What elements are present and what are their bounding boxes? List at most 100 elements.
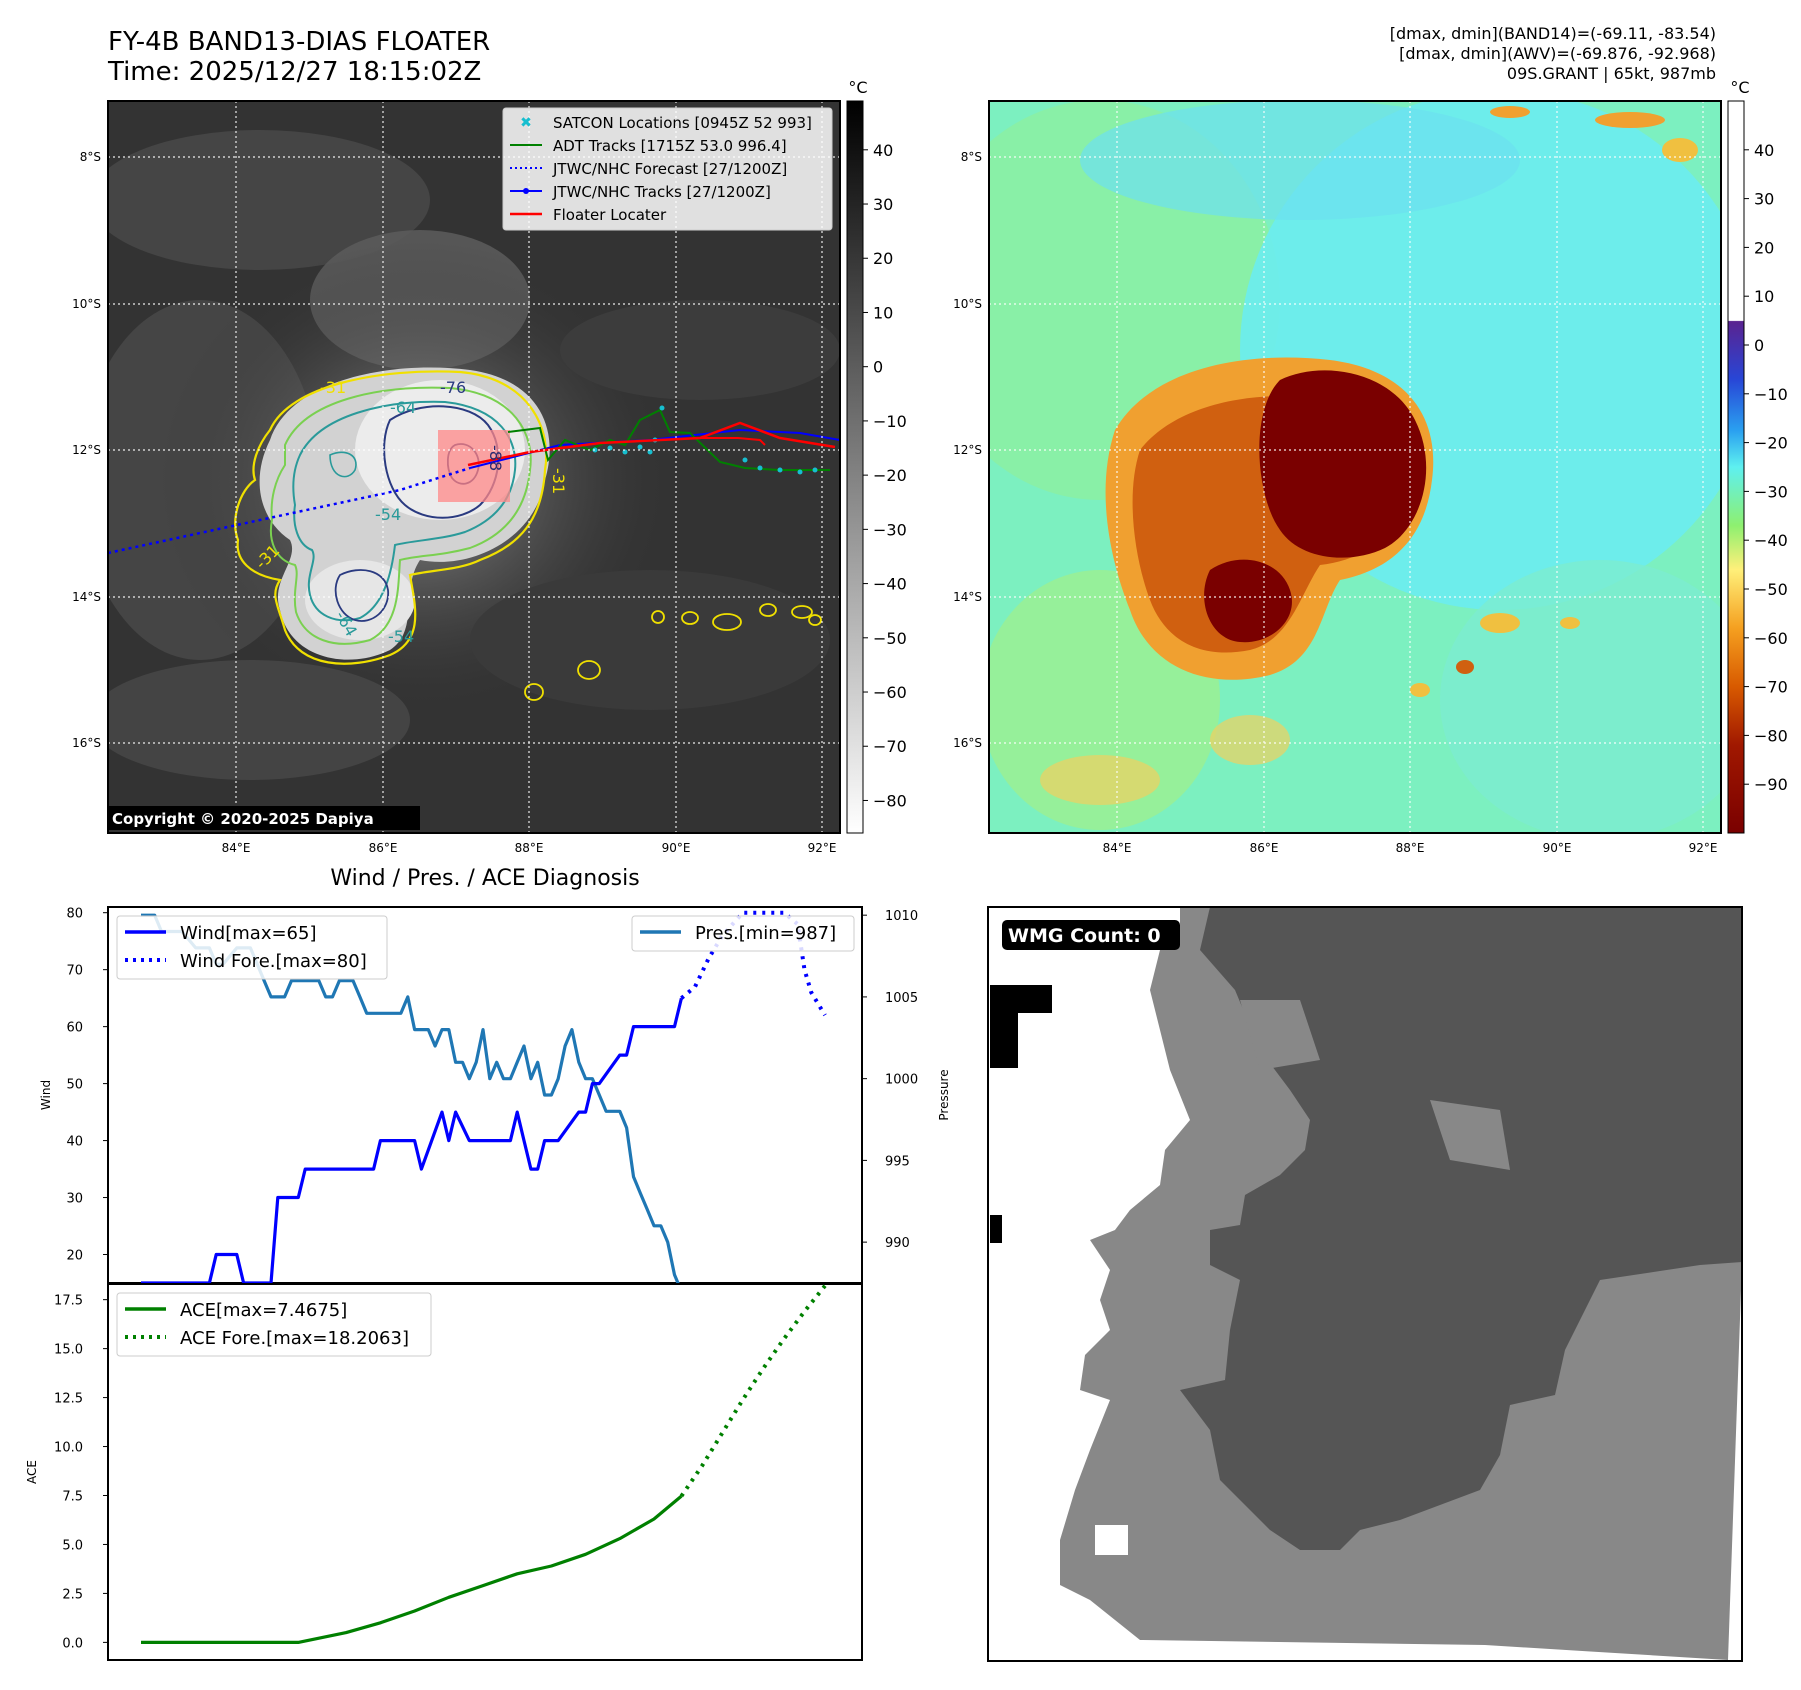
wind-tick-label: 30 xyxy=(66,1192,83,1207)
svg-text:92°E: 92°E xyxy=(1689,841,1718,855)
ace-series xyxy=(141,1284,827,1645)
svg-text:16°S: 16°S xyxy=(72,736,101,750)
colorbar-tick-label: 40 xyxy=(1754,141,1774,160)
colorbar-tick-label: 30 xyxy=(873,195,893,214)
colorbar-tick-label: −50 xyxy=(1754,580,1788,599)
ace-tick-label: 7.5 xyxy=(62,1490,83,1505)
ir-frame xyxy=(107,100,841,834)
colorbar-tick-label: −30 xyxy=(873,520,907,539)
svg-text:92°E: 92°E xyxy=(808,841,837,855)
svg-text:88°E: 88°E xyxy=(515,841,544,855)
svg-text:84°E: 84°E xyxy=(222,841,251,855)
ace-axis-label: ACE xyxy=(25,1460,39,1484)
ir-map-panel: -31 -64 -76 -88 -54 -31 -31 -64 -54 Copy… xyxy=(72,78,907,855)
contour-31 xyxy=(234,370,548,665)
jtwc-forecast-track xyxy=(108,466,471,555)
wmg-panel: WMG Count: 0 xyxy=(987,906,1743,1662)
colorbar-tick-label: −60 xyxy=(873,683,907,702)
ace-legend: ACE[max=7.4675] ACE Fore.[max=18.2063] xyxy=(116,1292,432,1357)
pressure-tick-label: 1010 xyxy=(885,909,918,924)
svg-text:88°E: 88°E xyxy=(1396,841,1425,855)
colorbar-tick-label: 10 xyxy=(873,303,893,322)
svg-text:14°S: 14°S xyxy=(72,590,101,604)
diagnosis-title: Wind / Pres. / ACE Diagnosis xyxy=(330,866,639,891)
colorbar-tick-label: −30 xyxy=(1754,482,1788,501)
svg-text:-54: -54 xyxy=(375,505,401,524)
svg-text:12°S: 12°S xyxy=(953,443,982,457)
ace-tick-label: 12.5 xyxy=(54,1392,83,1407)
svg-text:8°S: 8°S xyxy=(961,150,982,164)
awv-gridlines xyxy=(989,101,1721,833)
svg-text:86°E: 86°E xyxy=(1250,841,1279,855)
svg-text:-54: -54 xyxy=(388,627,414,646)
legend-wind: Wind[max=65] xyxy=(180,923,317,944)
awv-colorbar-unit: °C xyxy=(1730,78,1749,97)
pressure-tick-label: 990 xyxy=(885,1236,910,1251)
legend-jtwc-tracks: JTWC/NHC Tracks [27/1200Z] xyxy=(552,183,771,201)
wind-axis-label: Wind xyxy=(39,1080,53,1110)
ace-tick-label: 2.5 xyxy=(62,1587,83,1602)
legend-jtwc-forecast: JTWC/NHC Forecast [27/1200Z] xyxy=(552,160,787,178)
svg-text:-76: -76 xyxy=(440,378,466,397)
figure-title: FY-4B BAND13-DIAS FLOATER xyxy=(108,27,490,57)
legend-pressure: Pres.[min=987] xyxy=(695,923,836,944)
colorbar-tick-label: −70 xyxy=(873,737,907,756)
wmg-dark-region xyxy=(1180,907,1742,1550)
ace-tick-label: 17.5 xyxy=(54,1294,83,1309)
awv-frame xyxy=(988,100,1722,834)
legend-floater: Floater Locater xyxy=(553,206,667,224)
wind-legend: Wind[max=65] Wind Fore.[max=80] xyxy=(116,915,388,980)
svg-text:8°S: 8°S xyxy=(80,150,101,164)
pressure-legend: Pres.[min=987] xyxy=(631,915,855,952)
colorbar-tick-label: 20 xyxy=(873,249,893,268)
colorbar-tick-label: −10 xyxy=(1754,385,1788,404)
satcon-points xyxy=(592,405,818,475)
info-storm: 09S.GRANT | 65kt, 987mb xyxy=(1507,64,1716,83)
small-cells xyxy=(524,603,822,701)
svg-text:-64: -64 xyxy=(390,398,416,417)
figure-time: Time: 2025/12/27 18:15:02Z xyxy=(107,57,481,87)
wind-tick-label: 40 xyxy=(66,1135,83,1150)
colorbar-tick-label: −80 xyxy=(1754,726,1788,745)
ir-axis-labels: 8°S 10°S 12°S 14°S 16°S 84°E 86°E 88°E 9… xyxy=(72,150,836,855)
series-ace-fore- xyxy=(679,1284,827,1498)
pressure-tick-label: 995 xyxy=(885,1154,910,1169)
ace-tick-label: 10.0 xyxy=(54,1441,83,1456)
series-pres- xyxy=(141,913,680,1283)
svg-text:90°E: 90°E xyxy=(662,841,691,855)
pressure-axis-label: Pressure xyxy=(937,1069,951,1120)
ace-tick-label: 15.0 xyxy=(54,1343,83,1358)
copyright-box xyxy=(108,806,420,830)
colorbar-tick-label: −60 xyxy=(1754,629,1788,648)
svg-text:16°S: 16°S xyxy=(953,736,982,750)
wind-tick-label: 70 xyxy=(66,964,83,979)
colorbar-tick-label: −90 xyxy=(1754,775,1788,794)
ace-ticks: 0.0 2.5 5.0 7.5 10.0 12.5 15.0 17.5 xyxy=(54,1294,108,1651)
colorbar-tick-label: −10 xyxy=(873,412,907,431)
pressure-tick-label: 1005 xyxy=(885,991,918,1006)
awv-axis-labels: 8°S 10°S 12°S 14°S 16°S 84°E 86°E 88°E 9… xyxy=(953,150,1717,855)
wind-tick-label: 80 xyxy=(66,907,83,922)
legend-ace: ACE[max=7.4675] xyxy=(180,1300,347,1321)
colorbar-tick-label: −40 xyxy=(873,575,907,594)
colorbar-tick-label: −70 xyxy=(1754,678,1788,697)
svg-text:-88: -88 xyxy=(486,445,505,471)
ace-tick-label: 5.0 xyxy=(62,1538,83,1553)
legend-ace-fore: ACE Fore.[max=18.2063] xyxy=(180,1328,409,1349)
legend-wind-fore: Wind Fore.[max=80] xyxy=(180,951,367,972)
track-legend: ✖ SATCON Locations [0945Z 52 993] ADT Tr… xyxy=(502,107,833,231)
wind-tick-label: 60 xyxy=(66,1021,83,1036)
colorbar-tick-label: −40 xyxy=(1754,531,1788,550)
svg-text:-31: -31 xyxy=(549,468,568,494)
svg-text:90°E: 90°E xyxy=(1543,841,1572,855)
colorbar-tick-label: 0 xyxy=(1754,336,1764,355)
wind-pressure-series xyxy=(141,910,827,1283)
series-wind xyxy=(141,997,683,1283)
colorbar-tick-label: −20 xyxy=(873,466,907,485)
ace-tick-label: 0.0 xyxy=(62,1636,83,1651)
info-band14: [dmax, dmin](BAND14)=(-69.11, -83.54) xyxy=(1390,24,1716,43)
svg-text:14°S: 14°S xyxy=(953,590,982,604)
svg-text:10°S: 10°S xyxy=(72,297,101,311)
svg-text:-31: -31 xyxy=(320,378,346,397)
